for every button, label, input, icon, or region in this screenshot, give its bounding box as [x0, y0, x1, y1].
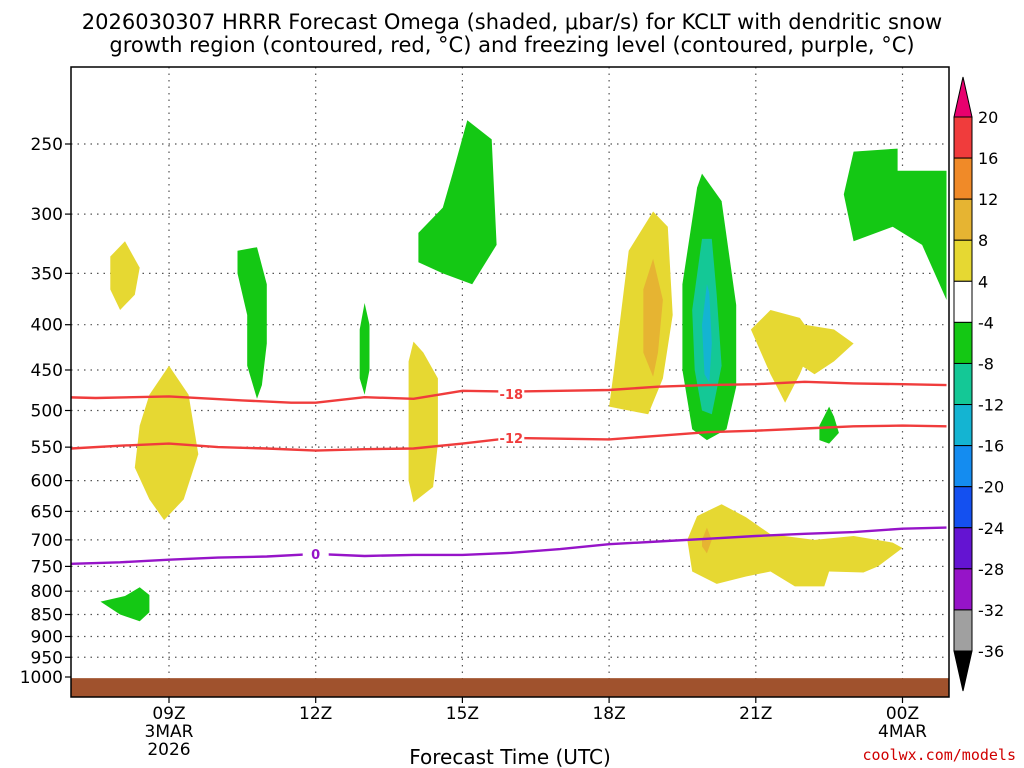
x-tick-label: 00Z: [886, 704, 919, 724]
colorbar-bin: [953, 198, 973, 241]
colorbar-bin: [953, 362, 973, 406]
omega-region: [643, 258, 663, 377]
omega-region: [702, 284, 712, 383]
y-tick-label: 700: [31, 531, 63, 551]
colorbar-label: -24: [978, 519, 1004, 538]
contour-label: -12: [500, 432, 524, 447]
omega-region: [702, 527, 712, 554]
y-tick-label: 250: [31, 135, 63, 155]
y-tick-label: 550: [31, 438, 63, 458]
plot-frame: [70, 66, 950, 698]
colorbar-label: -36: [978, 642, 1004, 661]
omega-region: [609, 211, 673, 415]
plot-area: -18 -12 0: [71, 67, 949, 697]
y-tick-label: 900: [31, 627, 63, 647]
ground-surface: [71, 678, 949, 697]
colorbar-bin: [953, 445, 973, 488]
contour-label-bg: [498, 387, 525, 402]
contour-label: 0: [311, 548, 320, 563]
omega-region: [843, 148, 947, 300]
colorbar-label: 16: [978, 149, 998, 168]
colorbar-label: -20: [978, 478, 1004, 497]
contour-line: [71, 526, 947, 565]
chart-title-line1: 2026030307 HRRR Forecast Omega (shaded, …: [82, 10, 942, 34]
colorbar-label: -32: [978, 601, 1004, 620]
y-tick-label: 750: [31, 557, 63, 577]
y-tick-label: 800: [31, 582, 63, 602]
colorbar-label: 20: [978, 108, 998, 127]
contour-label-bg: [498, 430, 525, 445]
y-tick-label: 850: [31, 606, 63, 626]
colorbar-bin: [953, 568, 973, 611]
omega-shading: [100, 120, 947, 622]
y-tick-label: 600: [31, 472, 63, 492]
colorbar-label: -16: [978, 437, 1004, 456]
colorbar-under-arrow: [953, 650, 973, 692]
colorbar-bin: [953, 404, 973, 447]
omega-region: [819, 406, 839, 444]
x-tick-date: 4MAR: [878, 722, 927, 742]
y-tick-label: 500: [31, 402, 63, 422]
omega-region: [100, 587, 150, 622]
x-tick-label: 18Z: [592, 704, 625, 724]
y-tick-label: 650: [31, 502, 63, 522]
colorbar: 20 16 12 8 4 -4 -8 -12 -16 -20 -24 -28 -32 -36: [953, 76, 1004, 692]
colorbar-over-arrow: [953, 76, 973, 118]
x-axis-title: Forecast Time (UTC): [409, 745, 611, 768]
y-tick-label: 350: [31, 264, 63, 284]
omega-region: [687, 504, 903, 587]
contour-lines: -18 -12 0: [71, 380, 947, 565]
contour-line: [71, 424, 947, 452]
omega-region: [750, 310, 815, 403]
x-tick-label: 15Z: [446, 704, 479, 724]
omega-region: [418, 120, 497, 285]
colorbar-label: 4: [978, 272, 988, 291]
colorbar-bin: [953, 486, 973, 529]
contour-label-bg: [302, 546, 329, 561]
y-tick-label: 950: [31, 648, 63, 668]
colorbar-label: 12: [978, 190, 998, 209]
x-tick-label: 21Z: [739, 704, 772, 724]
colorbar-bin: [953, 321, 973, 364]
y-tick-label: 300: [31, 205, 63, 225]
chart-title-line2: growth region (contoured, red, °C) and f…: [109, 33, 914, 57]
omega-region: [237, 247, 267, 399]
y-tick-label: 1000: [20, 668, 63, 688]
colorbar-label: -12: [978, 396, 1004, 415]
colorbar-bin: [953, 116, 973, 159]
x-tick-label: 12Z: [299, 704, 332, 724]
colorbar-bin: [953, 280, 973, 323]
omega-region: [408, 341, 438, 503]
colorbar-label: 8: [978, 231, 988, 250]
y-tick-label: 450: [31, 361, 63, 381]
colorbar-bin: [953, 609, 973, 652]
y-axis: 2503003504004505005506006507007508008509…: [20, 135, 71, 688]
colorbar-bin: [953, 239, 973, 282]
colorbar-label: -28: [978, 560, 1004, 579]
omega-region: [359, 303, 370, 395]
omega-region: [110, 241, 140, 310]
x-tick-label: 09Z: [152, 704, 185, 724]
colorbar-bin: [953, 157, 973, 200]
credit-text: coolwx.com/models: [862, 746, 1016, 764]
colorbar-label: -8: [978, 354, 994, 373]
colorbar-label: -4: [978, 313, 994, 332]
x-tick-year: 2026: [147, 740, 190, 760]
y-tick-label: 400: [31, 316, 63, 336]
contour-label: -18: [500, 388, 524, 403]
colorbar-bin: [953, 527, 973, 570]
x-tick-date: 3MAR: [145, 722, 194, 742]
